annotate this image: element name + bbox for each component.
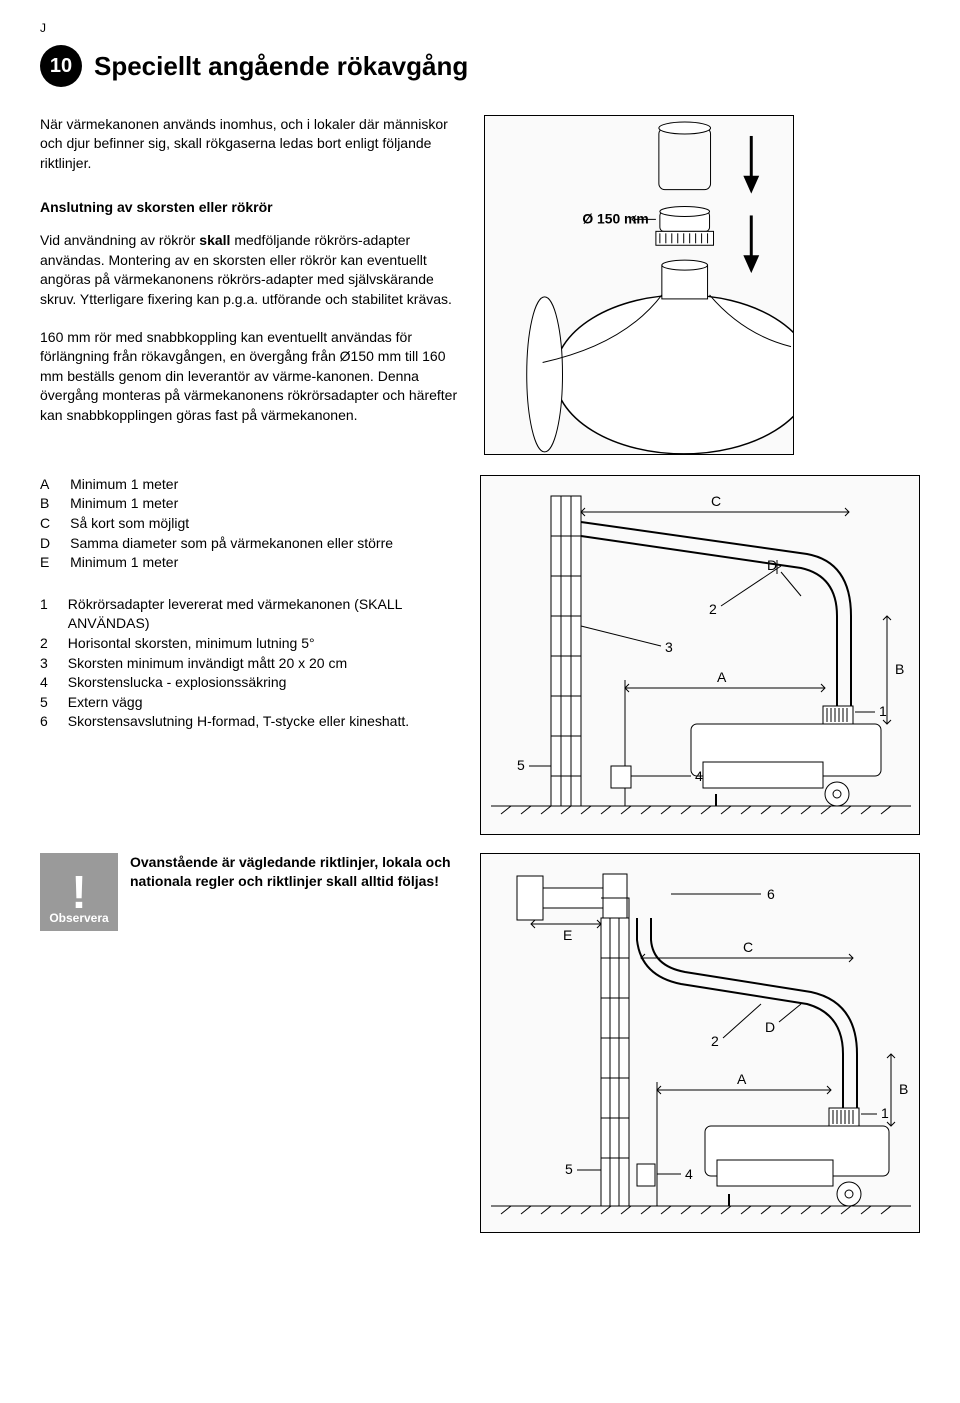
- svg-text:5: 5: [517, 757, 525, 773]
- list-val: Skorstenslucka - explosionssäkring: [68, 673, 456, 693]
- svg-text:C: C: [711, 493, 721, 509]
- list-val: Horisontal skorsten, minimum lutning 5°: [68, 634, 456, 654]
- list-key: A: [40, 475, 70, 495]
- list-key: 5: [40, 693, 68, 713]
- section-title: Speciellt angående rökavgång: [94, 48, 468, 84]
- svg-text:6: 6: [767, 886, 775, 902]
- list-val: Minimum 1 meter: [70, 553, 393, 573]
- note-box: ! Observera Ovanstående är vägledande ri…: [40, 853, 456, 1233]
- svg-text:D: D: [765, 1019, 775, 1035]
- list-key: E: [40, 553, 70, 573]
- section-number-badge: 10: [40, 45, 82, 87]
- svg-text:C: C: [743, 939, 753, 955]
- list-key: 4: [40, 673, 68, 693]
- list-val: Extern vägg: [68, 693, 456, 713]
- list-val: Rökrörsadapter levererat med värmekanone…: [68, 595, 456, 634]
- list-key: 1: [40, 595, 68, 634]
- intro-paragraph: När värmekanonen används inomhus, och i …: [40, 115, 460, 174]
- list-key: B: [40, 494, 70, 514]
- paragraph-1: Vid användning av rökrör skall medföljan…: [40, 231, 460, 309]
- svg-text:A: A: [737, 1071, 747, 1087]
- list-val: Så kort som möjligt: [70, 514, 393, 534]
- list-val: Skorstensavslutning H-formad, T-stycke e…: [68, 712, 456, 732]
- list-key: D: [40, 534, 70, 554]
- para1-bold: skall: [199, 232, 230, 248]
- svg-text:1: 1: [879, 703, 887, 719]
- note-text: Ovanstående är vägledande riktlinjer, lo…: [130, 853, 456, 892]
- para1-part-a: Vid användning av rökrör: [40, 232, 199, 248]
- svg-text:A: A: [717, 669, 727, 685]
- svg-text:4: 4: [685, 1166, 693, 1182]
- svg-text:3: 3: [665, 639, 673, 655]
- list-letters: AMinimum 1 meter BMinimum 1 meter CSå ko…: [40, 475, 393, 573]
- svg-text:D: D: [767, 557, 777, 573]
- svg-text:2: 2: [709, 601, 717, 617]
- list-val: Samma diameter som på värmekanonen eller…: [70, 534, 393, 554]
- observera-label: Observera: [49, 910, 108, 927]
- list-val: Minimum 1 meter: [70, 494, 393, 514]
- paragraph-2: 160 mm rör med snabbkoppling kan eventue…: [40, 328, 460, 426]
- svg-text:Ø 150 mm: Ø 150 mm: [582, 210, 648, 226]
- svg-text:1: 1: [881, 1105, 889, 1121]
- exclamation-icon: !: [71, 869, 86, 915]
- list-val: Minimum 1 meter: [70, 475, 393, 495]
- list-key: 3: [40, 654, 68, 674]
- sub-heading: Anslutning av skorsten eller rökrör: [40, 198, 460, 218]
- corner-mark: J: [40, 20, 920, 37]
- list-val: Skorsten minimum invändigt mått 20 x 20 …: [68, 654, 456, 674]
- section-header: 10 Speciellt angående rökavgång: [40, 45, 920, 87]
- svg-text:2: 2: [711, 1033, 719, 1049]
- list-key: 2: [40, 634, 68, 654]
- svg-text:4: 4: [695, 768, 703, 784]
- observera-icon: ! Observera: [40, 853, 118, 931]
- list-numbers: 1Rökrörsadapter levererat med värmekanon…: [40, 595, 456, 732]
- figure-2: C D 2 3 A B: [480, 475, 920, 835]
- figure-1: Ø 150 mm: [484, 115, 794, 455]
- figure-3: E 6 C D 2 B: [480, 853, 920, 1233]
- svg-text:E: E: [563, 927, 572, 943]
- list-key: C: [40, 514, 70, 534]
- list-key: 6: [40, 712, 68, 732]
- svg-text:5: 5: [565, 1161, 573, 1177]
- svg-text:B: B: [895, 661, 904, 677]
- svg-text:B: B: [899, 1081, 908, 1097]
